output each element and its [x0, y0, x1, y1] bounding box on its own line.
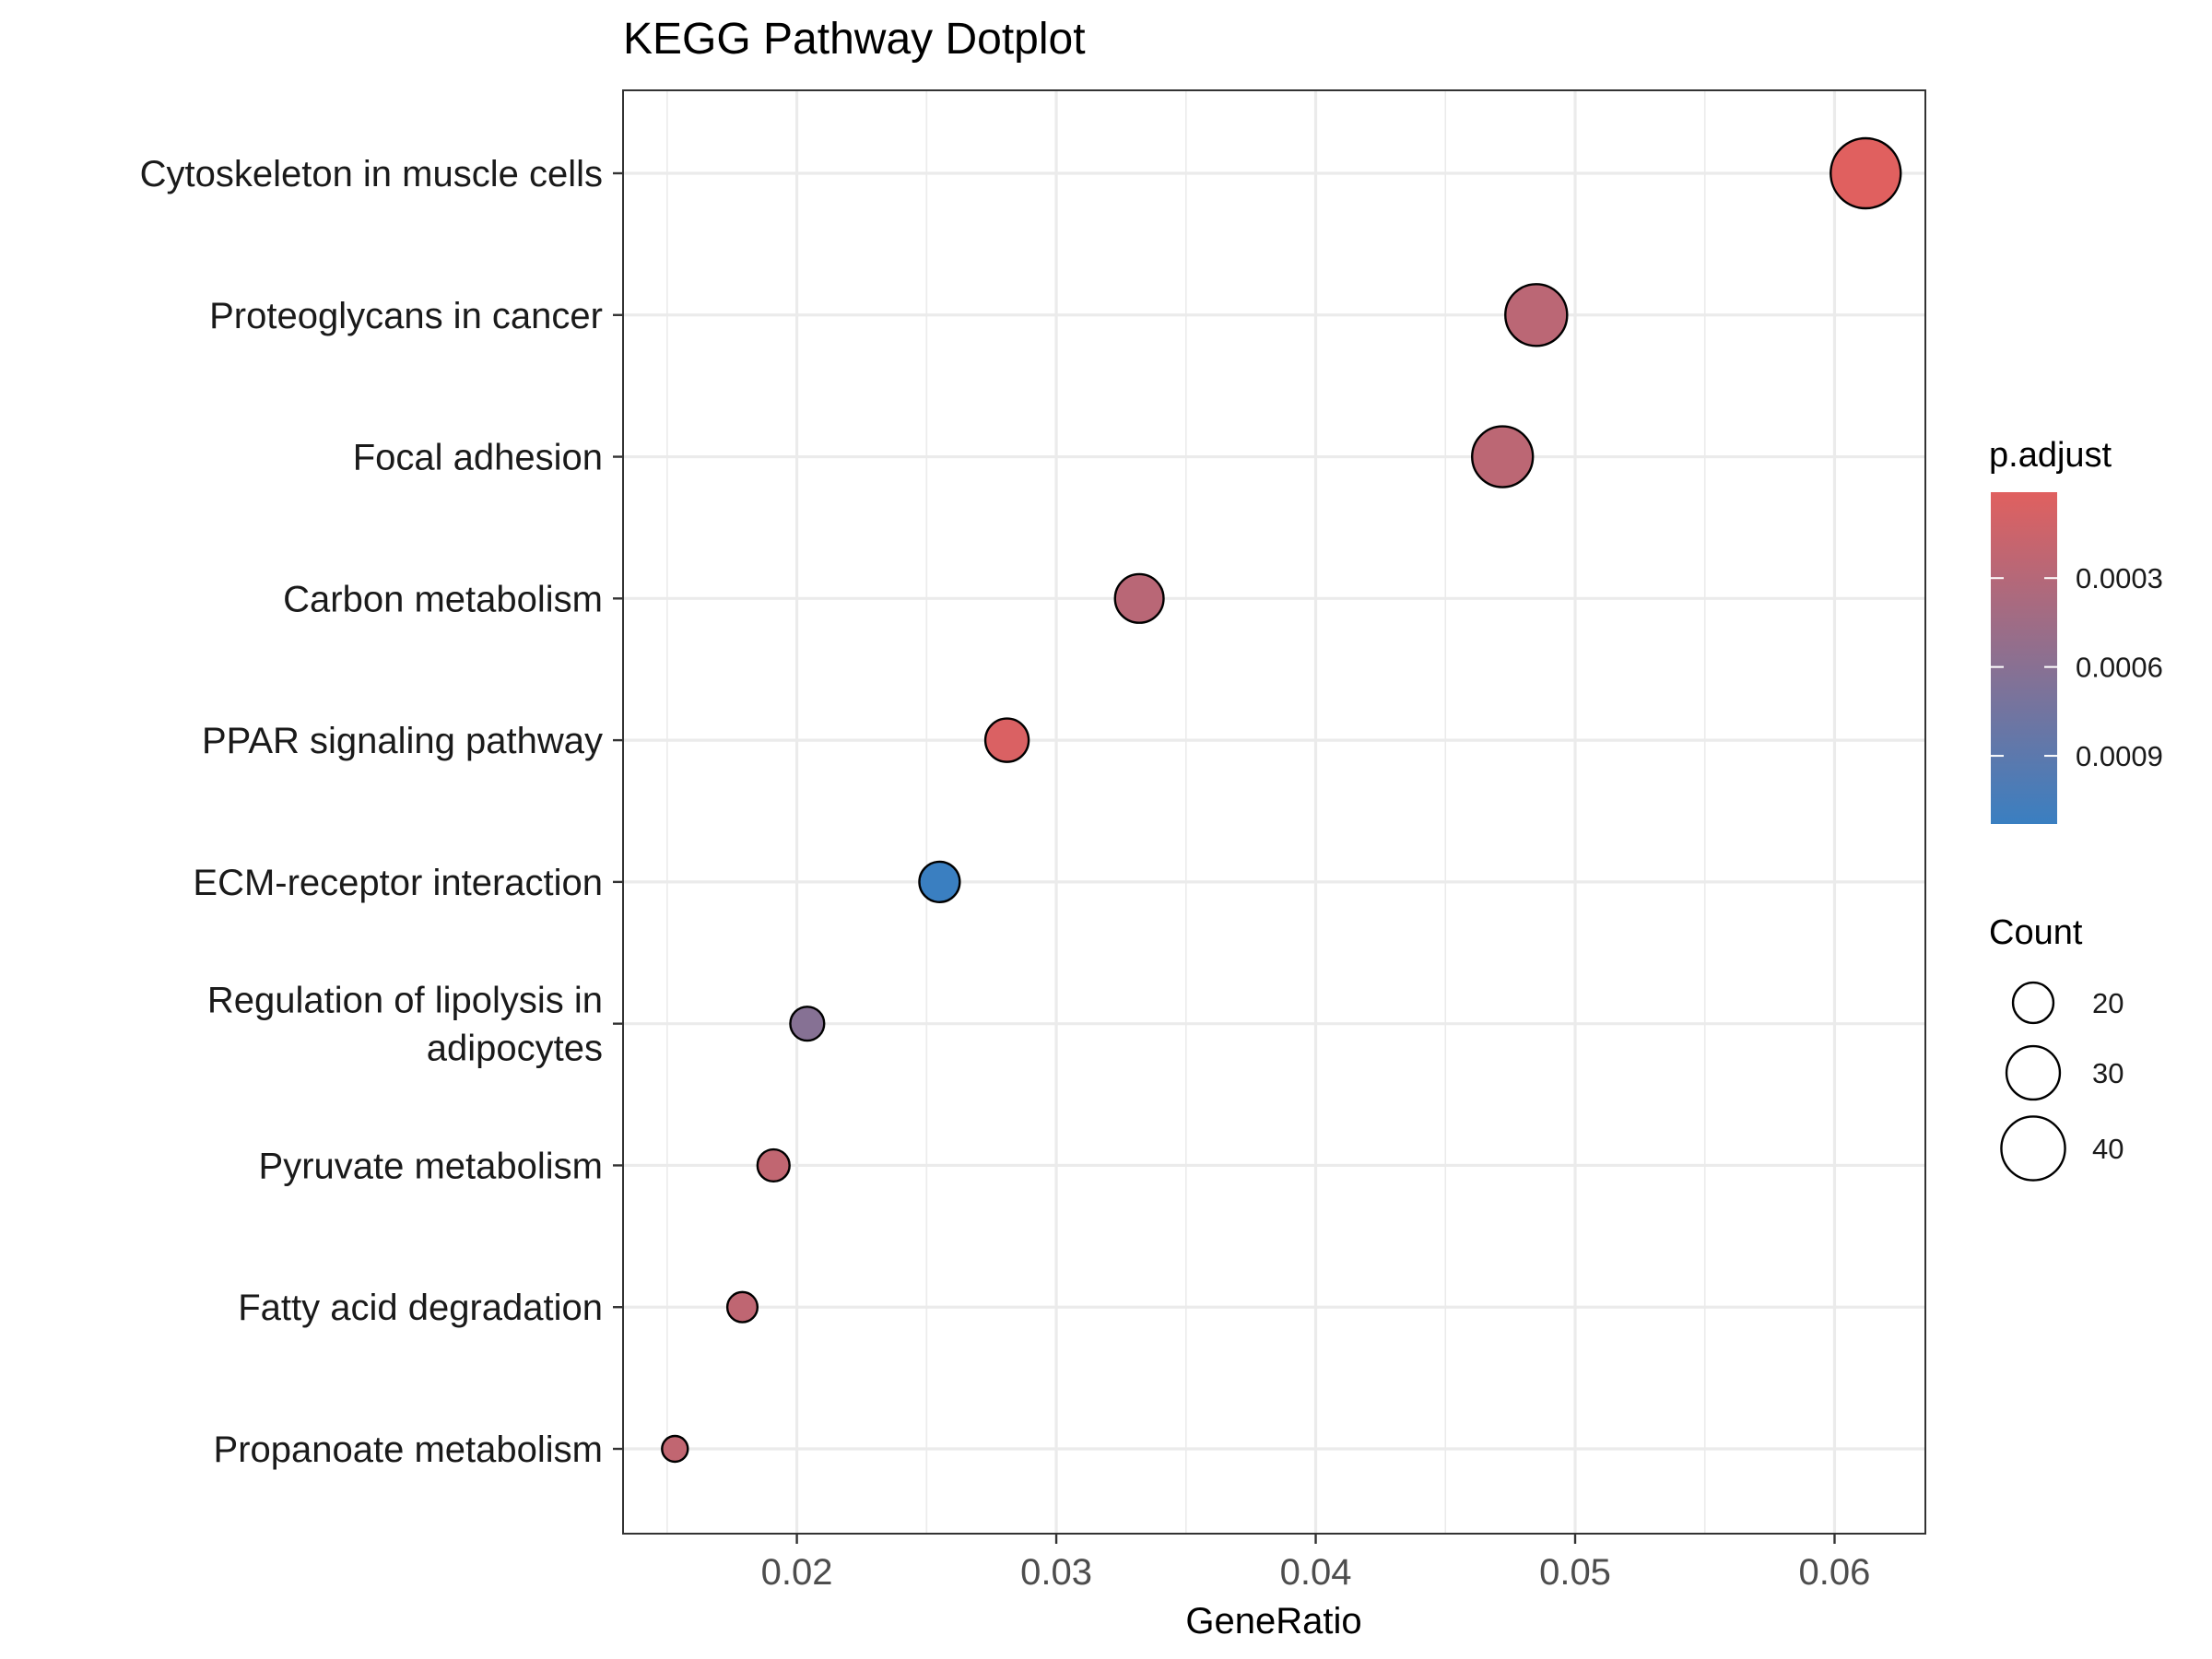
x-axis: 0.02 0.03 0.04 0.05 0.06	[761, 1534, 1871, 1593]
chart-title: KEGG Pathway Dotplot	[623, 15, 1086, 64]
y-tick-label-line: Carbon metabolism	[283, 579, 603, 619]
y-tick-label: Carbon metabolism	[283, 579, 603, 619]
y-tick-label: Cytoskeleton in muscle cells	[140, 154, 603, 194]
y-axis: Cytoskeleton in muscle cells Proteoglycan…	[140, 154, 623, 1470]
color-legend: p.adjust 0.0003 0.0006 0.0009	[1989, 436, 2163, 824]
data-point	[1113, 572, 1165, 624]
data-point	[725, 1290, 759, 1324]
x-tick-label: 0.02	[761, 1552, 833, 1593]
color-legend-ticks: 0.0003 0.0006 0.0009	[1991, 562, 2163, 772]
data-point	[1504, 283, 1569, 347]
color-legend-label: 0.0006	[2076, 652, 2163, 684]
y-tick-label: Proteoglycans in cancer	[209, 296, 603, 336]
size-legend-keys: 20 30 40	[2000, 981, 2124, 1182]
y-tick-label-line: Focal adhesion	[353, 438, 603, 478]
data-point	[983, 717, 1030, 763]
y-tick-label: Propanoate metabolism	[214, 1430, 603, 1470]
size-legend-label: 20	[2092, 987, 2124, 1019]
color-legend-label: 0.0003	[2076, 562, 2163, 594]
x-axis-label: GeneRatio	[1185, 1601, 1361, 1641]
size-legend-key	[2005, 1044, 2062, 1101]
y-tick-label-line: Proteoglycans in cancer	[209, 296, 603, 336]
data-point	[1830, 136, 1902, 210]
major-gridlines	[623, 90, 1925, 1534]
x-tick-label: 0.04	[1280, 1552, 1352, 1593]
size-legend-label: 30	[2092, 1057, 2124, 1089]
y-tick-label-line: Regulation of lipolysis in	[207, 981, 603, 1021]
y-tick-label-line: Pyruvate metabolism	[259, 1146, 603, 1186]
y-tick-label-line: ECM-receptor interaction	[193, 863, 603, 903]
y-tick-label: Focal adhesion	[353, 438, 603, 478]
minor-gridlines	[666, 90, 1706, 1534]
x-tick-label: 0.05	[1539, 1552, 1611, 1593]
y-tick-label: ECM-receptor interaction	[193, 863, 603, 903]
data-point	[789, 1006, 826, 1042]
size-legend-key	[2000, 1115, 2066, 1182]
panel-background	[623, 90, 1925, 1534]
data-point	[918, 860, 961, 904]
size-legend-label: 40	[2092, 1133, 2124, 1165]
y-tick-label-line: adipocytes	[427, 1029, 603, 1069]
color-legend-label: 0.0009	[2076, 740, 2163, 772]
y-tick-label-line: PPAR signaling pathway	[202, 721, 603, 761]
data-point	[756, 1147, 791, 1183]
data-point	[1471, 425, 1535, 488]
y-tick-label: Pyruvate metabolism	[259, 1146, 603, 1186]
size-legend-key	[2011, 981, 2055, 1025]
y-tick-label-line: Cytoskeleton in muscle cells	[140, 154, 603, 194]
y-tick-label: Regulation of lipolysis in adipocytes	[207, 981, 603, 1069]
panel-border	[622, 89, 1926, 1535]
y-tick-label: Fatty acid degradation	[238, 1288, 603, 1328]
color-legend-title: p.adjust	[1989, 436, 2112, 475]
size-legend: Count 20 30 40	[1989, 913, 2124, 1182]
x-tick-label: 0.06	[1799, 1552, 1871, 1593]
color-legend-bar	[1991, 492, 2057, 824]
y-tick-label-line: Propanoate metabolism	[214, 1430, 603, 1470]
plot-panel	[622, 89, 1926, 1535]
data-point	[661, 1434, 689, 1464]
x-tick-label: 0.03	[1020, 1552, 1092, 1593]
y-tick-label: PPAR signaling pathway	[202, 721, 603, 761]
size-legend-title: Count	[1989, 913, 2083, 952]
data-points	[661, 136, 1902, 1464]
y-tick-label-line: Fatty acid degradation	[238, 1288, 603, 1328]
